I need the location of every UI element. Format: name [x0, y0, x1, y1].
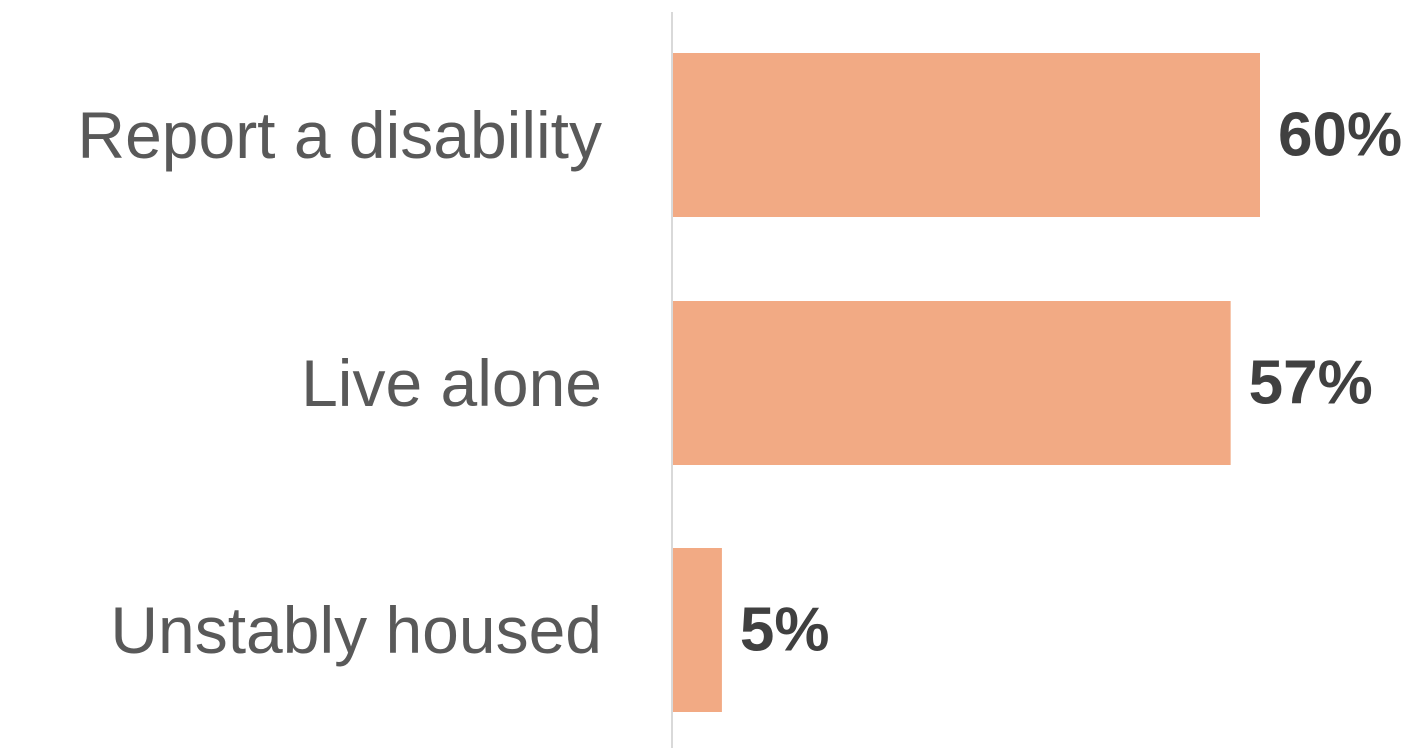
category-label: Report a disability: [77, 98, 602, 172]
bars-group: [673, 53, 1260, 712]
category-label: Live alone: [301, 346, 602, 420]
category-label: Unstably housed: [110, 593, 602, 667]
value-label: 60%: [1278, 101, 1402, 170]
bar-2: [673, 548, 722, 712]
bar-1: [673, 301, 1231, 465]
bar-0: [673, 53, 1260, 217]
value-label: 5%: [740, 596, 830, 665]
category-labels-group: Report a disability Live alone Unstably ho…: [77, 98, 602, 667]
value-labels-group: 60% 57% 5%: [740, 101, 1402, 665]
value-label: 57%: [1249, 349, 1373, 418]
